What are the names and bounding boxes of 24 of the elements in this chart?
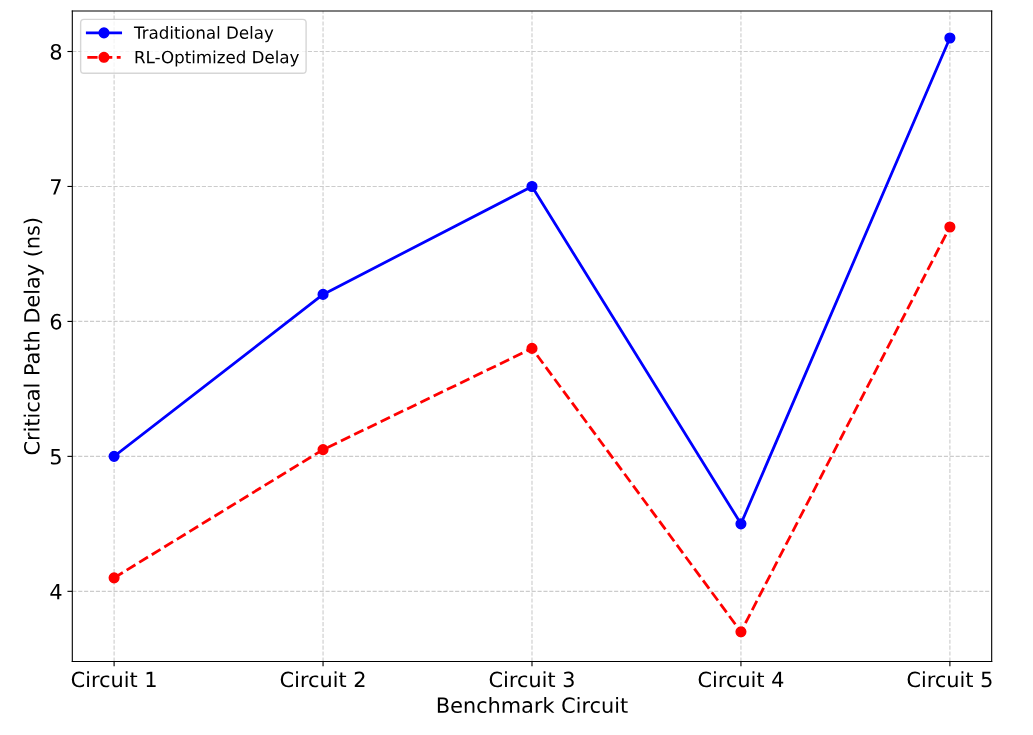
y-tick-label: 8 [50, 43, 62, 60]
point [317, 288, 329, 300]
y-tick-label: 6 [50, 313, 62, 330]
x-tick-label: Circuit 5 [907, 671, 992, 688]
y-axis-title: Critical Path Delay (ns) [23, 218, 44, 455]
x-tick-label: Circuit 4 [698, 671, 784, 688]
legend-label: RL-Optimized Delay [135, 50, 299, 67]
y-tick-label: 5 [50, 449, 61, 465]
x-tick-label: Circuit 2 [280, 671, 365, 688]
y-tick-label: 4 [50, 584, 62, 600]
point [526, 342, 538, 354]
point [108, 450, 120, 462]
x-tick-label: Circuit 1 [71, 671, 156, 688]
point [944, 221, 956, 233]
y-tick-label: 7 [51, 179, 61, 195]
point [526, 180, 538, 193]
point [735, 626, 747, 638]
point [317, 444, 329, 456]
x-axis-title: Benchmark Circuit [437, 696, 628, 714]
x-tick-label: Circuit 3 [489, 671, 574, 688]
point [108, 572, 120, 584]
legend-label: Traditional Delay [133, 26, 274, 43]
point [944, 32, 956, 44]
point [735, 518, 747, 530]
